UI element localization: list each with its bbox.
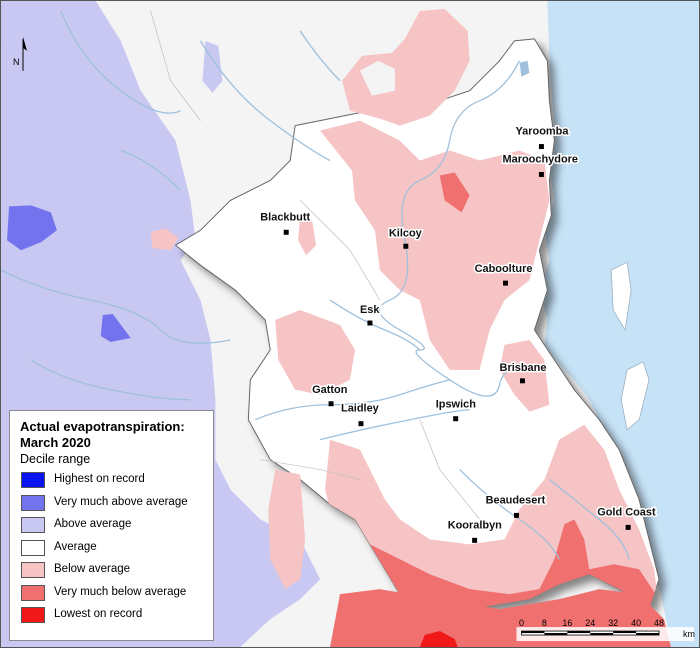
island	[610, 261, 632, 332]
town-marker	[503, 280, 509, 286]
legend-item: Highest on record	[20, 470, 213, 493]
scale-tick-label: 8	[542, 618, 547, 628]
legend-label: Very much above average	[54, 495, 188, 508]
town-label: Blackbutt	[260, 211, 310, 223]
scale-bar: 0 8 16 24 32 40 48 km	[516, 618, 695, 642]
town-marker	[358, 421, 364, 427]
minor-boundaries	[150, 10, 480, 520]
legend-swatch	[21, 517, 45, 533]
legend-item: Very much below average	[20, 583, 213, 606]
town-marker	[519, 378, 525, 384]
legend-item: Below average	[20, 560, 213, 583]
decile-region-below-average	[298, 215, 317, 256]
legend-subtitle: Decile range	[20, 452, 91, 466]
decile-region-lowest-on-record	[419, 631, 458, 647]
legend-swatch	[21, 584, 45, 601]
town-marker	[367, 320, 373, 326]
ocean	[539, 1, 699, 647]
town-label: Gatton	[312, 384, 348, 396]
town-label: Brisbane	[500, 362, 547, 374]
scale-tick-label: 24	[585, 618, 595, 628]
scale-unit: km	[683, 629, 695, 639]
town-marker	[453, 416, 459, 422]
decile-region-below-average	[268, 469, 306, 590]
map-title: Actual evapotranspiration: March 2020	[20, 419, 185, 450]
town-marker	[403, 243, 409, 249]
town-marker	[538, 171, 544, 177]
legend-label: Lowest on record	[54, 608, 143, 620]
town-label: Gold Coast	[597, 506, 656, 518]
legend-label: Below average	[54, 563, 131, 575]
town-label: Beaudesert	[486, 494, 546, 506]
decile-region-very-much-above-average	[7, 205, 57, 251]
legend-label: Highest on record	[54, 473, 145, 485]
decile-region-above-average	[1, 1, 31, 46]
town-marker	[538, 144, 544, 150]
north-label: N	[13, 57, 19, 67]
legend-swatch	[21, 472, 45, 488]
decile-region-very-much-below-average	[439, 172, 470, 213]
town-label: Esk	[360, 304, 380, 316]
scale-tick-label: 16	[562, 618, 572, 628]
legend: Actual evapotranspiration: March 2020 De…	[9, 410, 214, 641]
town-label: Laidley	[341, 403, 380, 415]
decile-region-very-much-above-average	[100, 314, 131, 342]
scale-tick-label: 0	[519, 618, 524, 628]
town-marker	[328, 401, 334, 407]
river-network	[1, 10, 630, 560]
town-label: Yaroomba	[515, 126, 569, 138]
town-label: Maroochydore	[503, 154, 578, 166]
legend-item: Very much above average	[20, 493, 213, 516]
legend-label: Average	[54, 540, 97, 553]
north-arrow: N	[13, 36, 27, 71]
scale-tick-label: 40	[631, 618, 641, 628]
legend-swatch	[21, 562, 45, 578]
decile-region-below-average	[342, 8, 470, 126]
town-label: Kooralbyn	[448, 519, 502, 531]
town-marker	[283, 229, 289, 235]
scale-tick-label: 32	[608, 618, 618, 628]
town-label: Caboolture	[475, 263, 533, 275]
legend-swatch	[21, 607, 45, 623]
lake	[519, 60, 530, 77]
decile-region-below-average	[150, 228, 179, 251]
decile-region-below-average	[275, 310, 355, 395]
legend-label: Very much below average	[54, 585, 187, 598]
legend-swatch	[21, 494, 45, 511]
island	[620, 361, 650, 431]
town-marker	[472, 537, 478, 543]
decile-region-very-much-below-average	[359, 519, 660, 610]
decile-region-above-average	[202, 40, 223, 93]
town-markers: Yaroomba Maroochydore Blackbutt Kilcoy Caboo…	[259, 124, 658, 543]
legend-item: Lowest on record	[20, 605, 213, 628]
town-label: Ipswich	[436, 399, 476, 411]
scale-tick-label: 48	[654, 618, 664, 628]
legend-item: Above average	[20, 515, 213, 538]
legend-label: Above average	[54, 518, 132, 530]
decile-region-below-average	[499, 339, 550, 412]
legend-item: Average	[20, 538, 213, 561]
legend-swatch	[21, 539, 45, 556]
town-marker	[513, 512, 519, 518]
town-marker	[625, 524, 631, 530]
decile-region-below-average	[320, 120, 550, 370]
legend-rows: Highest on record Very much above average…	[20, 470, 213, 628]
town-label: Kilcoy	[389, 227, 423, 239]
